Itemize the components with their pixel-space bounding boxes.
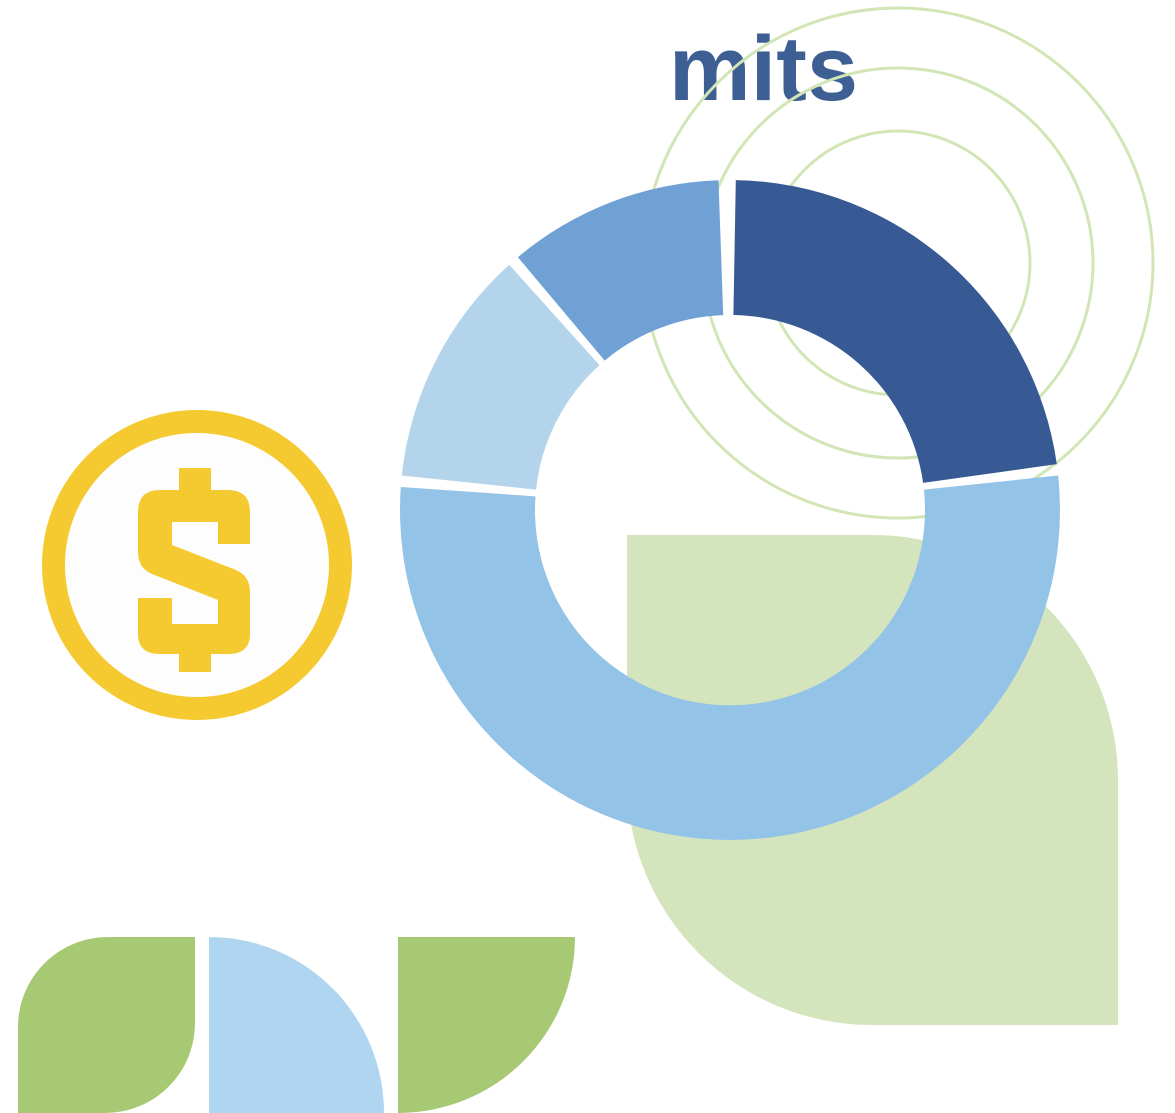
donut-segment <box>733 180 1057 483</box>
donut-segment <box>401 264 600 490</box>
donut-segment <box>517 180 724 361</box>
green-quarter <box>398 937 575 1113</box>
green-leaf <box>18 937 195 1113</box>
dollar-top <box>179 468 211 492</box>
dollar-sign <box>138 468 250 672</box>
dollar-bottom <box>179 650 211 672</box>
dollar-body <box>138 490 250 654</box>
blue-quarter <box>209 937 384 1113</box>
donut-segment <box>400 475 1061 840</box>
donut <box>400 180 1061 840</box>
coin-icon <box>42 410 352 720</box>
